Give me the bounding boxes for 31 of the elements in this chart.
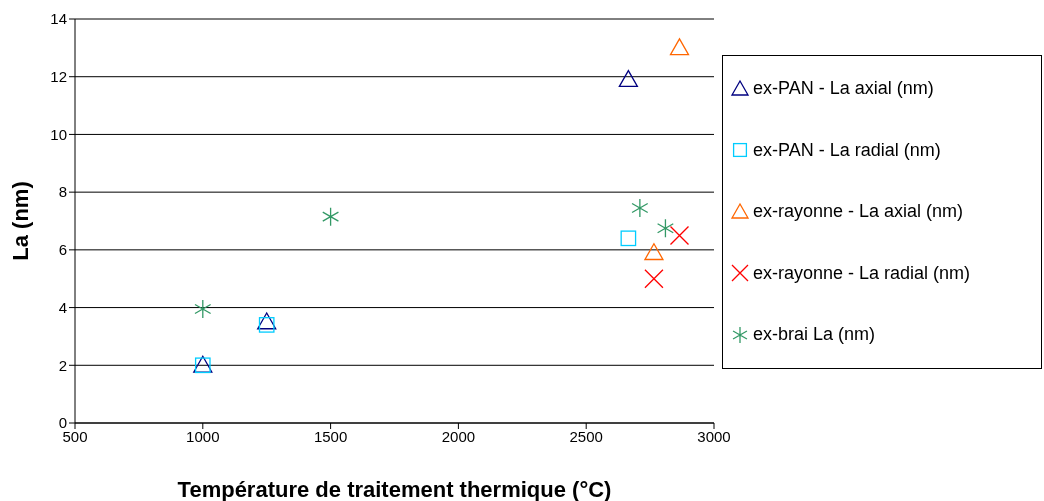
point [322,207,340,227]
y-tick-label: 8 [58,183,67,201]
point [669,38,690,56]
y-axis-title: La (nm) [7,181,33,261]
point [656,218,674,238]
legend-label: ex-rayonne - La axial (nm) [753,201,964,223]
point [258,317,275,333]
x-tick-label: 1000 [186,427,220,445]
y-tick-label: 6 [58,241,67,259]
x-tick-label: 2000 [441,427,476,445]
y-tick-label: 4 [58,298,67,316]
y-tick-label: 10 [50,125,67,143]
legend-label: ex-PAN - La axial (nm) [753,78,934,100]
point [618,69,639,87]
point [257,312,277,330]
x-axis-title: Température de traitement thermique (°C) [177,477,612,501]
point [194,299,212,319]
x-tick-label: 3000 [697,427,731,445]
x-tick-label: 2500 [569,427,603,445]
y-tick-label: 12 [50,68,67,86]
legend-label: ex-rayonne - La radial (nm) [753,262,971,284]
legend-label: ex-brai La (nm) [753,324,876,346]
x-tick-label: 1500 [313,427,348,445]
point [620,230,637,247]
y-tick-label: 2 [58,356,67,374]
point [644,269,664,289]
point [644,243,664,261]
y-tick-label: 14 [50,10,67,28]
legend-label: ex-PAN - La radial (nm) [753,139,941,161]
point [631,198,649,218]
point [669,225,690,246]
